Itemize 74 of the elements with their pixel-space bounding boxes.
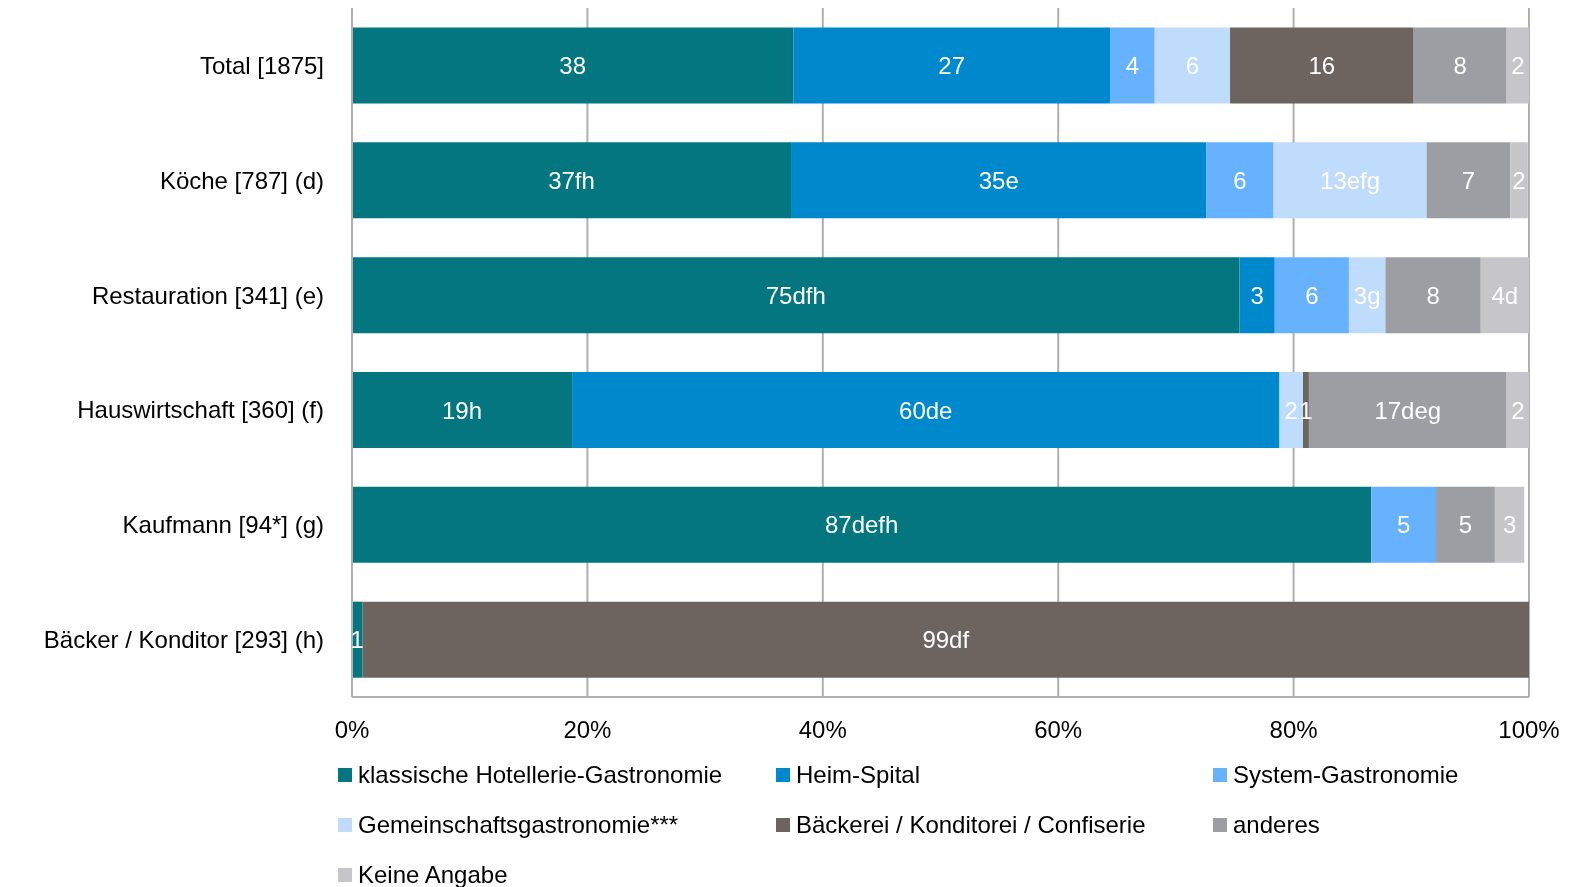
data-label: 2: [1284, 396, 1298, 424]
legend-label: anderes: [1233, 811, 1320, 839]
bar: [1109, 27, 1155, 104]
data-label: 99df: [922, 626, 970, 654]
data-label: 37fh: [548, 166, 595, 194]
bar: [793, 27, 1110, 104]
bar: [352, 486, 1372, 563]
bar: [1413, 27, 1507, 104]
y-tick-label: Köche [787] (d): [159, 166, 324, 194]
legend-label: System-Gastronomie: [1233, 761, 1459, 789]
y-tick-label: Bäcker / Konditor [293] (h): [43, 626, 324, 654]
bar: [791, 142, 1207, 219]
bar: [352, 27, 794, 104]
x-tick-label: 100%: [1498, 716, 1560, 744]
data-label: 3: [1250, 281, 1264, 309]
y-tick-label: Restauration [341] (e): [91, 281, 324, 309]
bar: [362, 601, 1529, 678]
bar: [1506, 372, 1529, 449]
bar: [352, 257, 1240, 334]
data-label: 7: [1461, 166, 1476, 194]
legend-label: klassische Hotellerie-Gastronomie: [358, 761, 723, 789]
data-label: 17deg: [1374, 396, 1442, 424]
y-tick-label: Kaufmann [94*] (g): [122, 511, 324, 539]
data-label: 35e: [978, 166, 1019, 194]
legend-label: Bäckerei / Konditorei / Confiserie: [796, 811, 1146, 839]
data-label: 87defh: [824, 511, 899, 539]
data-label: 8: [1426, 281, 1440, 309]
data-label: 4d: [1491, 281, 1519, 309]
data-label: 2: [1511, 396, 1525, 424]
data-label: 6: [1233, 166, 1247, 194]
bar: [1371, 486, 1437, 563]
data-label: 3g: [1353, 281, 1381, 309]
data-label: 3: [1502, 511, 1517, 539]
legend-label: Heim-Spital: [796, 761, 921, 789]
data-label: 5: [1396, 511, 1411, 539]
data-label: 5: [1458, 511, 1473, 539]
data-label: 19h: [442, 396, 483, 424]
bar: [1239, 257, 1275, 334]
data-label: 75dfh: [765, 281, 826, 309]
data-label: 4: [1125, 52, 1140, 80]
legend-label: Gemeinschaftsgastronomie***: [358, 811, 679, 839]
bar: [1494, 486, 1525, 563]
bar: [1436, 486, 1495, 563]
bar: [1480, 257, 1529, 334]
bar: [352, 142, 792, 219]
x-tick-label: 0%: [334, 716, 370, 744]
bar: [1154, 27, 1231, 104]
bar: [1230, 27, 1414, 104]
x-tick-label: 40%: [798, 716, 847, 744]
bar: [1510, 142, 1528, 219]
y-tick-label: Hauswirtschaft [360] (f): [77, 396, 324, 424]
x-tick-label: 60%: [1034, 716, 1083, 744]
bar: [352, 372, 573, 449]
data-label: 38: [559, 52, 587, 80]
data-label: 8: [1453, 52, 1467, 80]
data-label: 6: [1305, 281, 1319, 309]
data-label: 2: [1512, 166, 1526, 194]
bar: [1348, 257, 1386, 334]
data-label: 13efg: [1320, 166, 1381, 194]
data-label: 60de: [899, 396, 953, 424]
data-label: 2: [1511, 52, 1525, 80]
bar: [572, 372, 1280, 449]
x-tick-label: 20%: [563, 716, 612, 744]
data-label: 16: [1308, 52, 1336, 80]
bar: [1506, 27, 1529, 104]
bar: [1385, 257, 1481, 334]
bar: [1273, 142, 1427, 219]
bar: [1206, 142, 1274, 219]
x-tick-label: 80%: [1269, 716, 1318, 744]
y-tick-label: Total [1875]: [199, 51, 324, 79]
bar: [1274, 257, 1349, 334]
bar: [1426, 142, 1511, 219]
data-label: 6: [1185, 52, 1200, 80]
data-label: 27: [938, 52, 966, 80]
